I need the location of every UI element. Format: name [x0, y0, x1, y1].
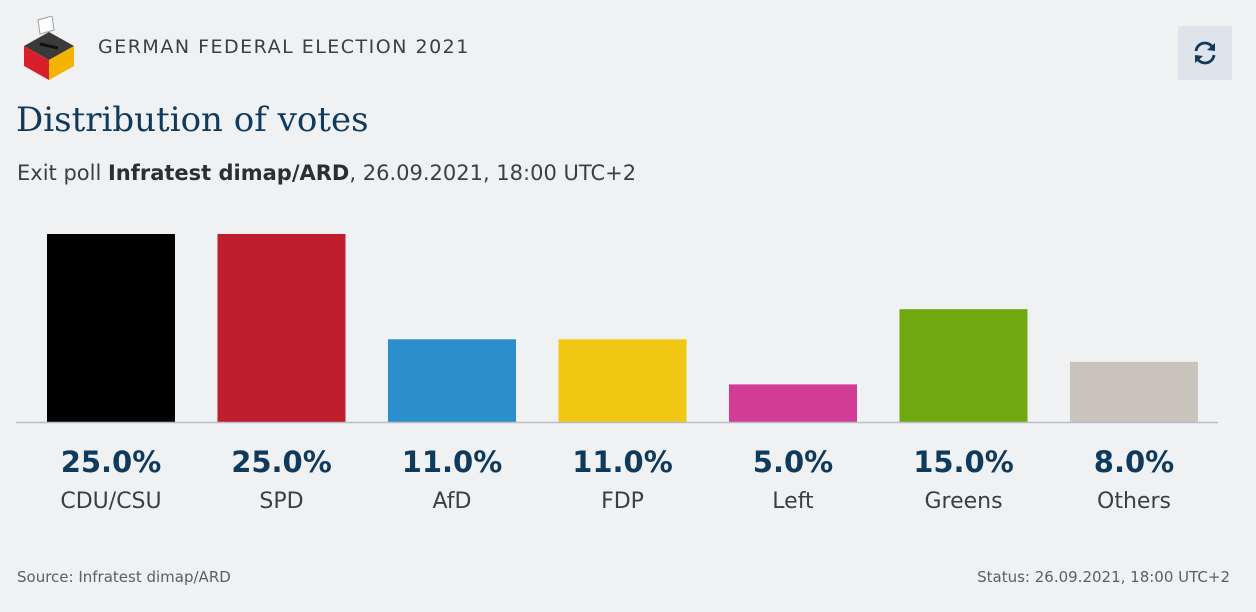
chart-title: Distribution of votes: [16, 100, 369, 140]
subtitle-pollster: Infratest dimap/ARD: [107, 161, 350, 185]
bar-left: [729, 384, 857, 422]
refresh-icon: [1194, 41, 1216, 65]
value-label-afd: 11.0%: [402, 445, 503, 479]
category-label-afd: AfD: [433, 489, 472, 514]
value-label-others: 8.0%: [1094, 445, 1174, 479]
value-label-fdp: 11.0%: [572, 445, 673, 479]
bar-cdu-csu: [47, 234, 175, 422]
source-note: Source: Infratest dimap/ARD: [17, 568, 231, 586]
bar-greens: [899, 309, 1028, 422]
category-label-others: Others: [1097, 489, 1171, 514]
category-label-spd: SPD: [259, 489, 303, 514]
value-label-left: 5.0%: [753, 445, 833, 479]
bar-afd: [388, 339, 516, 422]
status-note: Status: 26.09.2021, 18:00 UTC+2: [977, 568, 1230, 586]
header: GERMAN FEDERAL ELECTION 2021: [22, 16, 1232, 82]
bar-fdp: [558, 339, 687, 422]
value-label-spd: 25.0%: [231, 445, 332, 479]
ballot-box-icon: [24, 16, 74, 80]
bar-others: [1070, 361, 1198, 422]
subtitle-prefix: Exit poll: [17, 161, 108, 185]
election-kicker: GERMAN FEDERAL ELECTION 2021: [98, 36, 470, 58]
value-label-cdu-csu: 25.0%: [61, 445, 162, 479]
refresh-button[interactable]: [1178, 26, 1232, 80]
chart-subtitle: Exit poll Infratest dimap/ARD, 26.09.202…: [17, 161, 636, 185]
category-label-greens: Greens: [924, 489, 1002, 514]
category-label-cdu-csu: CDU/CSU: [60, 489, 161, 514]
subtitle-suffix: , 26.09.2021, 18:00 UTC+2: [349, 161, 637, 185]
bar-spd: [217, 234, 346, 422]
value-label-greens: 15.0%: [913, 445, 1014, 479]
category-label-fdp: FDP: [601, 489, 644, 514]
category-label-left: Left: [772, 489, 814, 514]
